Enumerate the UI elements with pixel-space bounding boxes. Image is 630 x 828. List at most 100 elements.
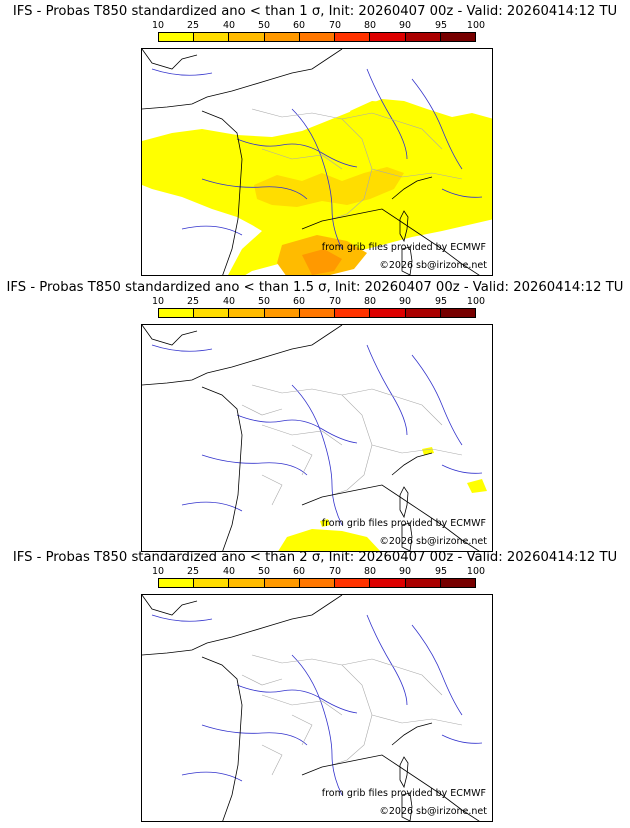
- border: [251, 108, 373, 220]
- border: [261, 424, 343, 446]
- legend-tick: 60: [292, 566, 306, 577]
- panel-title: IFS - Probas T850 standardized ano < tha…: [12, 4, 618, 19]
- legend-ticks: 10 25 40 50 60 70 80 90 95 100: [152, 296, 485, 308]
- coastline: [391, 722, 433, 746]
- probability-map: from grib files provided by ECMWF ©2026 …: [141, 324, 493, 552]
- coastline: [142, 49, 198, 70]
- corsica: [399, 210, 409, 243]
- coastline: [142, 49, 343, 110]
- legend-tick: 70: [328, 566, 342, 577]
- coastline: [201, 386, 243, 551]
- river: [366, 68, 408, 160]
- river: [441, 464, 483, 474]
- legend-tick: 100: [466, 20, 486, 31]
- legend-tick: 40: [222, 566, 236, 577]
- legend-tick: 90: [398, 566, 412, 577]
- credit-source: from grib files provided by ECMWF: [321, 788, 486, 799]
- coastline: [142, 595, 343, 656]
- border: [261, 694, 343, 716]
- borders: [241, 654, 463, 776]
- border: [251, 384, 373, 496]
- probability-map: from grib files provided by ECMWF ©2026 …: [141, 48, 493, 276]
- map-panel-2: IFS - Probas T850 standardized ano < tha…: [0, 276, 630, 552]
- river: [411, 354, 463, 446]
- legend-tick: 95: [434, 566, 448, 577]
- legend-color-segment: [159, 309, 195, 317]
- legend-color-segment: [335, 579, 371, 587]
- credit-copyright: ©2026 sb@irizone.net: [379, 806, 487, 817]
- legend-color-segment: [370, 33, 406, 41]
- legend-color-segment: [229, 33, 265, 41]
- color-legend: 10 25 40 50 60 70 80 90 95 100: [152, 296, 485, 326]
- legend-tick: 100: [466, 296, 486, 307]
- legend-ticks: 10 25 40 50 60 70 80 90 95 100: [152, 20, 485, 32]
- river: [291, 654, 343, 796]
- legend-color-segment: [194, 579, 230, 587]
- legend-color-segment: [264, 33, 300, 41]
- legend-color-segment: [299, 309, 336, 317]
- legend-tick: 80: [363, 296, 377, 307]
- rivers: [151, 614, 483, 796]
- legend-tick: 70: [328, 20, 342, 31]
- river: [201, 724, 308, 746]
- river: [411, 78, 463, 170]
- legend-tick: 80: [363, 20, 377, 31]
- prob-area-50: [302, 249, 342, 275]
- coastline: [396, 494, 480, 551]
- legend-tick: 40: [222, 20, 236, 31]
- river: [181, 771, 243, 782]
- coastline: [391, 176, 433, 200]
- probability-shading: [142, 99, 492, 275]
- prob-area-25: [254, 167, 404, 207]
- river: [366, 344, 408, 436]
- border: [371, 444, 463, 456]
- legend-color-segment: [335, 33, 371, 41]
- rivers: [151, 344, 483, 526]
- river: [201, 178, 308, 200]
- coastline: [142, 595, 198, 616]
- corsica: [399, 756, 409, 789]
- prob-area-10: [278, 529, 381, 551]
- legend-tick: 25: [186, 566, 200, 577]
- legend-color-segment: [264, 309, 300, 317]
- legend-color-segment: [264, 579, 300, 587]
- sardinia: [401, 522, 413, 551]
- legend-color-segment: [405, 309, 441, 317]
- legend-tick: 50: [257, 296, 271, 307]
- river: [441, 188, 483, 198]
- legend-color-segment: [370, 579, 406, 587]
- map-canvas: [142, 325, 487, 551]
- legend-tick: 10: [151, 566, 165, 577]
- legend-color-segment: [440, 579, 475, 587]
- river: [151, 614, 213, 622]
- rivers: [151, 68, 483, 250]
- legend-tick: 25: [186, 20, 200, 31]
- coastline: [301, 208, 398, 230]
- river: [236, 414, 358, 444]
- legend-tick: 80: [363, 566, 377, 577]
- river: [181, 225, 243, 236]
- river: [291, 384, 343, 526]
- border: [241, 404, 313, 506]
- legend-tick: 25: [186, 296, 200, 307]
- legend-color-segment: [299, 579, 336, 587]
- legend-color-segment: [194, 33, 230, 41]
- legend-color-bar: [158, 308, 476, 318]
- legend-tick: 100: [466, 566, 486, 577]
- credit-source: from grib files provided by ECMWF: [321, 518, 486, 529]
- coastlines: [142, 595, 480, 821]
- map-panel-3: IFS - Probas T850 standardized ano < tha…: [0, 546, 630, 822]
- panel-title: IFS - Probas T850 standardized ano < tha…: [12, 550, 618, 565]
- coastline: [201, 110, 243, 275]
- legend-color-segment: [159, 33, 195, 41]
- legend-tick: 95: [434, 20, 448, 31]
- legend-tick: 90: [398, 20, 412, 31]
- legend-color-segment: [405, 33, 441, 41]
- river: [441, 734, 483, 744]
- legend-tick: 60: [292, 20, 306, 31]
- credit-source: from grib files provided by ECMWF: [321, 242, 486, 253]
- river: [151, 68, 213, 76]
- legend-color-segment: [440, 33, 475, 41]
- probability-map: from grib files provided by ECMWF ©2026 …: [141, 594, 493, 822]
- coastlines: [142, 49, 480, 275]
